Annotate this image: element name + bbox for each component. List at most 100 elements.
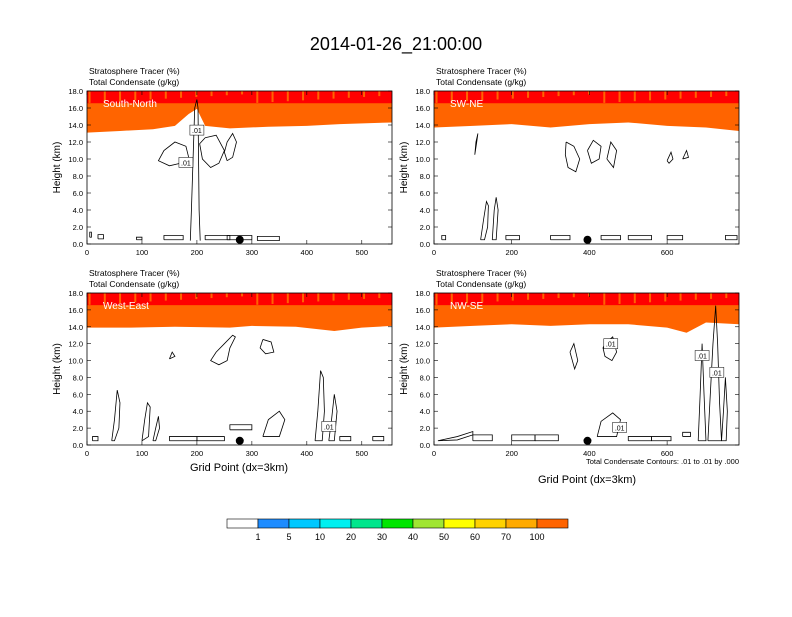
y-tick-label: 4.0 (420, 206, 430, 215)
legend-label: 40 (408, 532, 418, 542)
contour-note: Total Condensate Contours: .01 to .01 by… (586, 457, 739, 466)
contour-label: .01 (181, 160, 191, 167)
condensate-contour (474, 133, 479, 155)
condensate-contour (97, 234, 104, 240)
y-tick-label: 0.0 (73, 240, 83, 249)
legend-label: 30 (377, 532, 387, 542)
x-tick-label: 500 (356, 248, 369, 257)
condensate-contour (491, 197, 499, 241)
condensate-contour (602, 336, 618, 362)
y-tick-label: 18.0 (415, 289, 430, 298)
condensate-contour (472, 434, 493, 442)
contour-label-box (321, 421, 337, 432)
panel-header-condensate: Total Condensate (g/kg) (89, 279, 179, 289)
condensate-contour (666, 235, 684, 241)
condensate-contour (141, 401, 151, 442)
contour-label-box (189, 124, 205, 136)
y-axis-label: Height (km) (52, 343, 63, 395)
plot-frame (86, 292, 393, 446)
condensate-contour (666, 151, 674, 164)
contour-label-box (178, 157, 194, 168)
condensate-contour (196, 436, 225, 442)
y-tick-label: 16.0 (415, 306, 430, 315)
condensate-contour (441, 235, 447, 241)
y-tick-label: 14.0 (415, 323, 430, 332)
condensate-contour (600, 235, 621, 241)
contour-label: .01 (606, 342, 616, 349)
condensate-contour (550, 235, 571, 241)
condensate-contour (210, 334, 236, 366)
condensate-contour (707, 305, 722, 442)
condensate-contour (437, 430, 474, 442)
y-tick-label: 10.0 (415, 155, 430, 164)
tracer-band-top (87, 293, 392, 306)
y-tick-label: 16.0 (415, 104, 430, 113)
x-axis-label-left: Grid Point (dx=3km) (190, 462, 288, 474)
condensate-contour (89, 231, 92, 238)
color-legend: 1 5 10 20 30 40 50 60 70 100 (226, 518, 569, 542)
condensate-contour (627, 235, 652, 241)
condensate-contour (169, 351, 176, 360)
x-tick-label: 400 (301, 248, 314, 257)
y-axis-label: Height (km) (52, 142, 63, 194)
plot-frame (433, 90, 740, 245)
y-tick-label: 12.0 (415, 340, 430, 349)
x-tick-label: 600 (661, 248, 674, 257)
contour-label-box (709, 367, 725, 378)
tracer-band-top (434, 91, 739, 104)
legend-swatch (257, 518, 290, 529)
legend-label: 20 (346, 532, 356, 542)
y-tick-label: 8.0 (420, 373, 430, 382)
plot-area (434, 91, 739, 244)
panel-south-north: .01 .01 South-North Stratosphere Tracer (%)… (52, 66, 393, 257)
y-axis-label: Height (km) (399, 343, 410, 395)
contour-label-box (612, 422, 627, 433)
x-tick-label: 600 (661, 449, 674, 458)
contour-label: .01 (712, 370, 722, 377)
x-tick-label: 200 (191, 449, 204, 458)
legend-label: 100 (529, 532, 544, 542)
location-marker (235, 235, 244, 244)
legend-label: 60 (470, 532, 480, 542)
legend-swatch (443, 518, 476, 529)
legend-swatch (226, 518, 259, 529)
condensate-contour (596, 412, 621, 437)
y-tick-label: 2.0 (420, 223, 430, 232)
x-tick-label: 500 (356, 449, 369, 458)
condensate-contour (564, 141, 581, 173)
y-axis-label: Height (km) (399, 142, 410, 194)
condensate-contour (92, 436, 99, 442)
condensate-contour (480, 200, 489, 241)
panel-name: NW-SE (450, 301, 483, 312)
legend-label: 1 (255, 532, 260, 542)
y-tick-label: 18.0 (68, 289, 83, 298)
condensate-contour (682, 149, 689, 160)
legend-swatch (350, 518, 383, 529)
panel-header-tracer: Stratosphere Tracer (%) (436, 268, 527, 278)
x-tick-label: 400 (583, 449, 596, 458)
x-tick-label: 400 (583, 248, 596, 257)
condensate-contour (157, 141, 190, 167)
figure-title: 2014-01-26_21:00:00 (310, 34, 482, 55)
legend-swatch (474, 518, 507, 529)
contour-label: .01 (697, 353, 707, 360)
y-tick-label: 18.0 (415, 87, 430, 96)
plot-frame (433, 292, 740, 446)
location-marker (235, 436, 244, 445)
x-tick-label: 300 (246, 248, 259, 257)
y-tick-label: 2.0 (73, 223, 83, 232)
tracer-band-top (434, 293, 739, 306)
contour-label: .01 (615, 425, 625, 432)
contour-label-box (603, 338, 619, 349)
y-tick-label: 10.0 (68, 155, 83, 164)
y-tick-label: 18.0 (68, 87, 83, 96)
legend-swatch (288, 518, 321, 529)
contour-label: .01 (324, 424, 334, 431)
y-tick-label: 10.0 (68, 357, 83, 366)
condensate-contour (505, 235, 520, 241)
panel-header-tracer: Stratosphere Tracer (%) (436, 66, 527, 76)
condensate-contour (697, 343, 707, 442)
y-tick-label: 8.0 (73, 373, 83, 382)
panel-header-condensate: Total Condensate (g/kg) (89, 77, 179, 87)
